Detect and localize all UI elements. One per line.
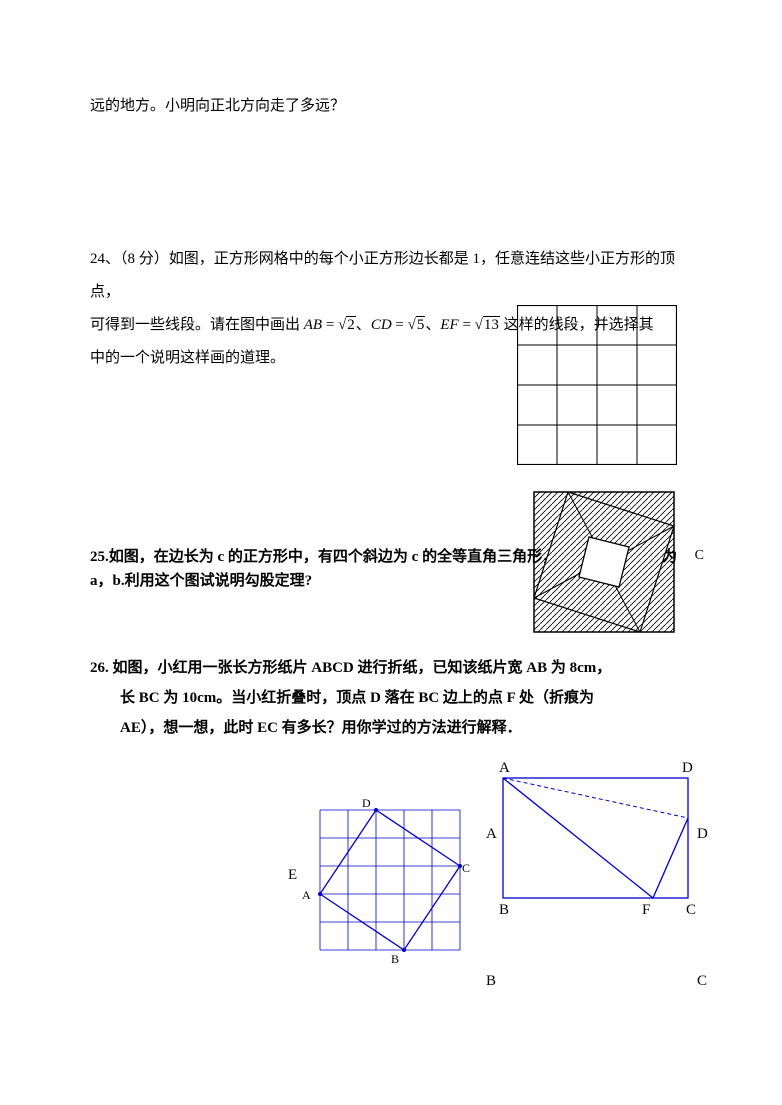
q24-AB: AB xyxy=(304,317,322,333)
question-26: 26. 如图，小红用一张长方形纸片 ABCD 进行折纸，已知该纸片宽 AB 为 … xyxy=(90,653,692,743)
q24-b-1: 可得到一些线段。请在图中画出 xyxy=(90,317,304,333)
label-B-low: B xyxy=(486,973,496,990)
label-D-sm: D xyxy=(362,796,371,811)
label-A-sm: A xyxy=(302,888,311,903)
q24-CD: CD xyxy=(371,317,392,333)
label-C-rect: C xyxy=(686,902,696,919)
sqrt2: 2 xyxy=(338,309,356,342)
q24-eq2: = xyxy=(392,317,408,333)
q26-line1: 26. 如图，小红用一张长方形纸片 ABCD 进行折纸，已知该纸片宽 AB 为 … xyxy=(90,653,692,683)
q26-line3: AE），想一想，此时 EC 有多长？用你学过的方法进行解释． xyxy=(90,713,692,743)
q24-sep1: 、 xyxy=(356,317,371,333)
sqrt5: 5 xyxy=(408,309,426,342)
q24-EF: EF xyxy=(440,317,458,333)
fragment-top: 远的地方。小明向正北方向走了多远？ xyxy=(90,90,692,123)
label-C-sm: C xyxy=(462,861,470,876)
label-C-pyth: C xyxy=(695,548,704,564)
label-E-left: E xyxy=(288,867,297,884)
rad2: 2 xyxy=(346,316,356,333)
label-C-low: C xyxy=(697,973,707,990)
figure-fold xyxy=(495,760,695,990)
label-D-mid: D xyxy=(697,826,708,843)
rad13: 13 xyxy=(483,316,500,333)
label-B-rect: B xyxy=(499,902,509,919)
q24-line1: 24、（8 分）如图，正方形网格中的每个小正方形边长都是 1，任意连结这些小正方… xyxy=(90,243,692,309)
rad5: 5 xyxy=(416,316,426,333)
label-A-mid: A xyxy=(486,826,497,843)
q26-line2: 长 BC 为 10cm。当小红折叠时，顶点 D 落在 BC 边上的点 F 处（折… xyxy=(90,683,692,713)
label-A-top: A xyxy=(499,760,510,777)
figure-5x5-grid xyxy=(310,800,470,960)
sqrt13: 13 xyxy=(475,309,500,342)
label-B-sm: B xyxy=(391,952,399,967)
figure-4x4-grid xyxy=(517,305,677,465)
label-F-rect: F xyxy=(642,902,650,919)
figure-pythagoras xyxy=(522,490,687,635)
q24-sep2: 、 xyxy=(425,317,440,333)
label-D-top: D xyxy=(682,760,693,777)
q24-eq1: = xyxy=(322,317,338,333)
q24-eq3: = xyxy=(459,317,475,333)
